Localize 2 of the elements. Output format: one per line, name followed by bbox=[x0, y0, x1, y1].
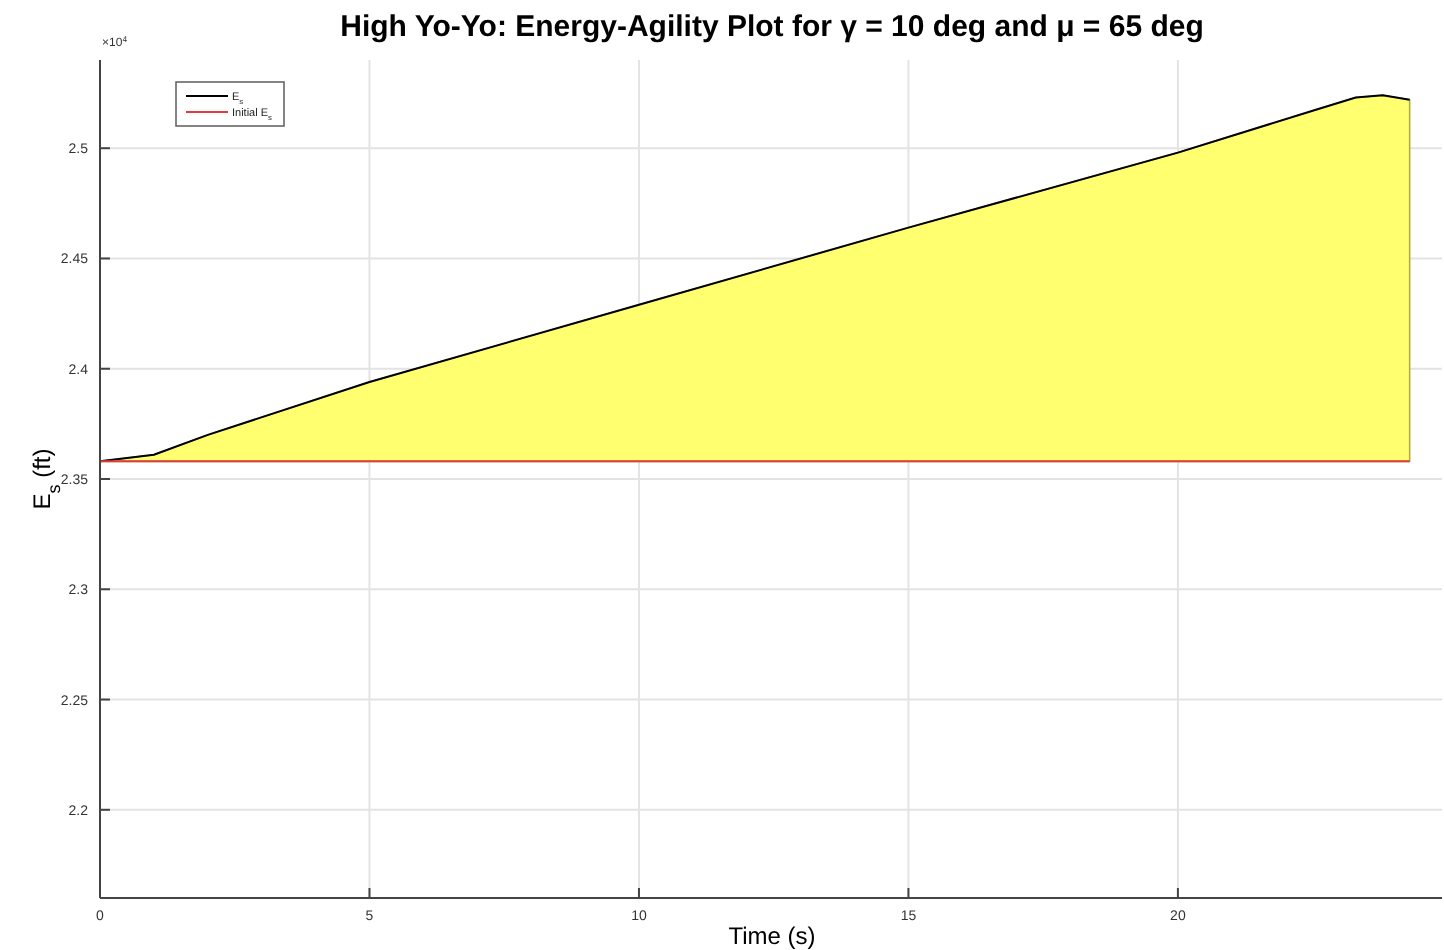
x-axis-title: Time (s) bbox=[728, 922, 816, 950]
chart-title: High Yo-Yo: Energy-Agility Plot for γ = 10 deg and μ = 65 deg bbox=[340, 10, 1204, 44]
